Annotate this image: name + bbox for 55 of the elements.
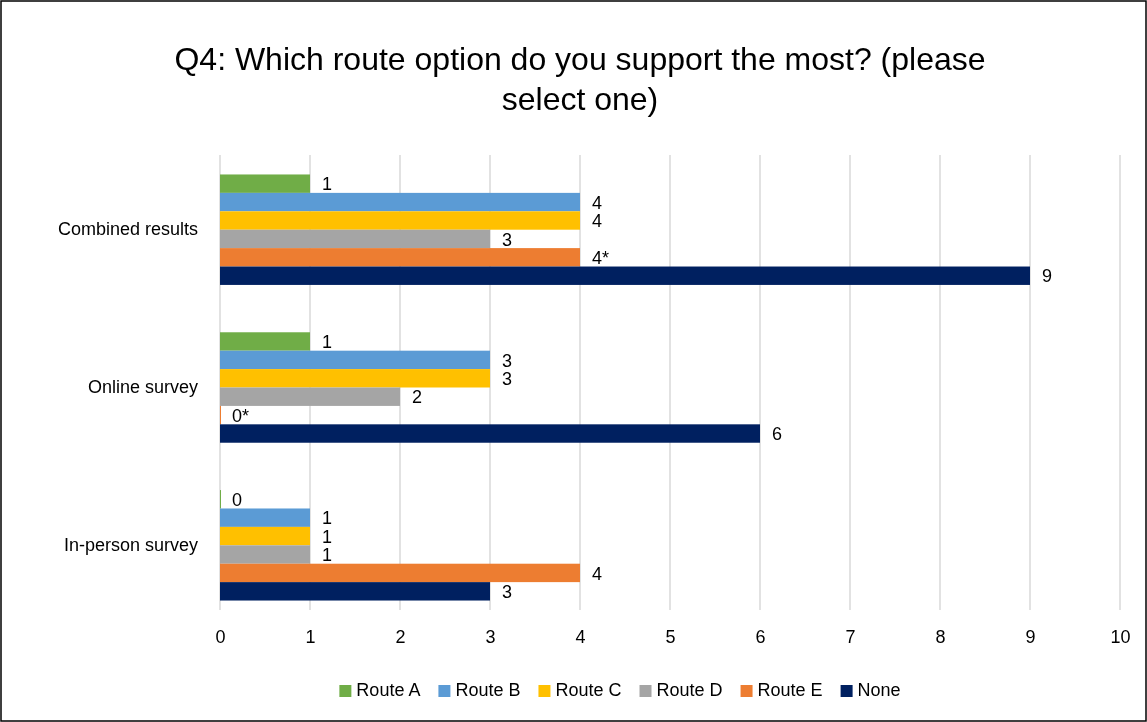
data-label: 2 — [412, 387, 423, 408]
legend-label: Route B — [455, 679, 521, 700]
bar — [220, 424, 760, 443]
data-label: 4 — [592, 192, 603, 213]
data-label: 4 — [592, 563, 603, 584]
bar — [220, 192, 580, 212]
data-label: 4 — [592, 211, 603, 232]
x-tick-label: 9 — [1025, 626, 1036, 647]
bar — [220, 369, 490, 388]
data-label: 0* — [232, 405, 250, 426]
bar — [220, 526, 310, 546]
x-tick-label: 7 — [845, 626, 856, 647]
bar — [220, 174, 310, 193]
legend-label: Route A — [356, 679, 421, 700]
data-label: 1 — [322, 508, 333, 529]
bar — [220, 266, 1030, 285]
data-label: 9 — [1042, 266, 1053, 287]
data-label: 1 — [322, 526, 333, 547]
x-tick-label: 2 — [395, 626, 406, 647]
chart-title: Q4: Which route option do you support the most? (please select one) — [174, 41, 986, 117]
y-tick-label: In-person survey — [63, 535, 198, 556]
bar — [220, 545, 310, 564]
data-label: 1 — [322, 332, 333, 353]
x-tick-label: 8 — [935, 626, 946, 647]
x-tick-label: 10 — [1110, 626, 1131, 647]
bar — [220, 211, 580, 230]
x-tick-label: 5 — [665, 626, 676, 647]
legend-label: Route D — [656, 679, 723, 700]
data-label: 0 — [232, 490, 243, 511]
bar — [220, 563, 580, 583]
data-label: 4* — [592, 248, 610, 269]
data-label: 3 — [502, 229, 513, 250]
bar — [220, 248, 580, 267]
x-tick-label: 4 — [575, 626, 586, 647]
x-tick-label: 1 — [305, 626, 316, 647]
data-label: 1 — [322, 545, 333, 566]
legend-label: Route C — [555, 679, 622, 700]
legend-label: Route E — [757, 679, 823, 700]
legend-label: None — [857, 679, 901, 700]
bar — [220, 508, 310, 527]
data-label: 3 — [502, 369, 513, 390]
x-tick-label: 0 — [215, 626, 226, 647]
y-tick-label: Combined results — [57, 219, 198, 240]
data-label: 3 — [502, 582, 513, 603]
bar — [220, 582, 490, 601]
bar — [220, 350, 490, 370]
bar — [220, 229, 490, 249]
x-tick-label: 6 — [755, 626, 766, 647]
y-tick-label: Online survey — [87, 377, 198, 398]
x-tick-label: 3 — [485, 626, 496, 647]
data-label: 6 — [772, 424, 783, 445]
data-label: 3 — [502, 350, 513, 371]
data-label: 1 — [322, 174, 333, 195]
bar — [220, 387, 400, 406]
bar — [220, 332, 310, 351]
